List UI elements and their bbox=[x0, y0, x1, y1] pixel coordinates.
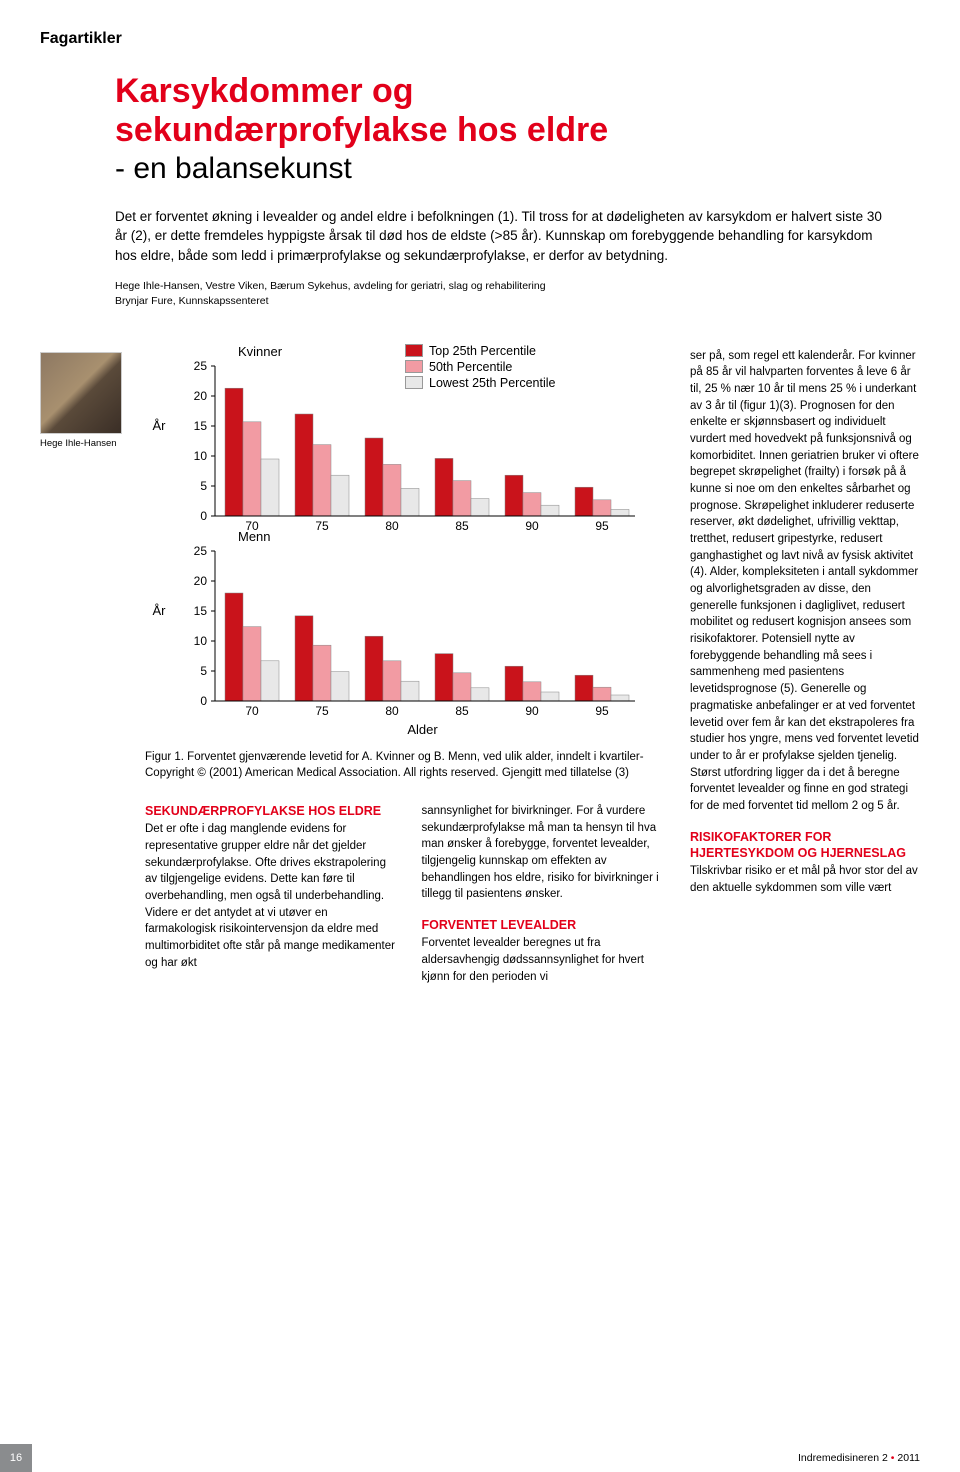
bar-chart: 0 5 10 15 20 25 70 75 80 85 90 95 bbox=[173, 533, 653, 718]
svg-text:95: 95 bbox=[595, 704, 609, 718]
bar bbox=[541, 692, 559, 701]
title-line2: sekundærprofylakse hos eldre bbox=[115, 111, 920, 150]
bar-chart: 0510152025707580859095 bbox=[173, 348, 653, 533]
svg-text:95: 95 bbox=[595, 519, 609, 533]
svg-text:75: 75 bbox=[315, 519, 329, 533]
byline-1: Hege Ihle-Hansen, Vestre Viken, Bærum Sy… bbox=[115, 279, 920, 293]
bar bbox=[593, 500, 611, 516]
svg-text:15: 15 bbox=[194, 604, 208, 618]
svg-text:85: 85 bbox=[455, 519, 469, 533]
panel-title: Menn bbox=[238, 529, 271, 544]
bar bbox=[243, 422, 261, 516]
bar bbox=[523, 682, 541, 701]
publication-year: 2011 bbox=[897, 1452, 920, 1464]
svg-text:75: 75 bbox=[315, 704, 329, 718]
bar bbox=[261, 661, 279, 701]
bar bbox=[611, 695, 629, 701]
issue-dot: • bbox=[891, 1452, 895, 1464]
body-right: ser på, som regel ett kalenderår. For kv… bbox=[690, 348, 920, 815]
bar bbox=[471, 498, 489, 515]
subhead-2: FORVENTET LEVEALDER bbox=[422, 917, 673, 933]
publication-name: Indremedisineren bbox=[798, 1452, 879, 1464]
bar bbox=[331, 475, 349, 516]
svg-text:20: 20 bbox=[194, 574, 208, 588]
author-name: Hege Ihle-Hansen bbox=[40, 438, 145, 449]
svg-text:70: 70 bbox=[245, 704, 259, 718]
bar bbox=[435, 458, 453, 516]
chart-panel: ÅrKvinner0510152025707580859095 bbox=[145, 348, 672, 533]
body-2: Forventet levealder beregnes ut fra alde… bbox=[422, 935, 673, 985]
bar bbox=[471, 688, 489, 701]
column-1: SEKUNDÆRPROFYLAKSE HOS ELDRE Det er ofte… bbox=[145, 803, 396, 985]
bar bbox=[453, 673, 471, 701]
column-2: sannsynlighet for bivirkninger. For å vu… bbox=[422, 803, 673, 985]
bar bbox=[261, 459, 279, 516]
svg-text:5: 5 bbox=[200, 479, 207, 493]
x-axis-label: Alder bbox=[173, 722, 672, 737]
svg-text:80: 80 bbox=[385, 519, 399, 533]
page-number: 16 bbox=[0, 1444, 32, 1472]
subhead-1: SEKUNDÆRPROFYLAKSE HOS ELDRE bbox=[145, 803, 396, 819]
svg-text:25: 25 bbox=[194, 544, 208, 558]
svg-text:0: 0 bbox=[200, 509, 207, 523]
bar bbox=[313, 645, 331, 701]
body-2-top: sannsynlighet for bivirkninger. For å vu… bbox=[422, 803, 673, 903]
column-3: ser på, som regel ett kalenderår. For kv… bbox=[690, 348, 920, 985]
bar bbox=[295, 414, 313, 516]
body-1: Det er ofte i dag manglende evidens for … bbox=[145, 821, 396, 971]
bar bbox=[401, 681, 419, 701]
svg-text:0: 0 bbox=[200, 694, 207, 708]
panel-title: Kvinner bbox=[238, 344, 282, 359]
intro-paragraph: Det er forventet økning i levealder og a… bbox=[115, 207, 895, 266]
bar bbox=[505, 475, 523, 516]
svg-text:10: 10 bbox=[194, 449, 208, 463]
bar bbox=[365, 636, 383, 701]
svg-text:10: 10 bbox=[194, 634, 208, 648]
figure-caption: Figur 1. Forventet gjenværende levetid f… bbox=[145, 749, 665, 781]
svg-text:25: 25 bbox=[194, 359, 208, 373]
bar bbox=[575, 675, 593, 701]
bar bbox=[611, 509, 629, 516]
bar bbox=[383, 661, 401, 701]
svg-text:80: 80 bbox=[385, 704, 399, 718]
y-axis-label: År bbox=[145, 533, 173, 618]
svg-text:15: 15 bbox=[194, 419, 208, 433]
title-line1: Karsykdommer og bbox=[115, 72, 920, 111]
svg-text:5: 5 bbox=[200, 664, 207, 678]
svg-text:20: 20 bbox=[194, 389, 208, 403]
bar bbox=[593, 687, 611, 701]
bar bbox=[401, 488, 419, 516]
body-right-2: Tilskrivbar risiko er et mål på hvor sto… bbox=[690, 863, 920, 896]
bar bbox=[383, 464, 401, 516]
y-axis-label: År bbox=[145, 348, 173, 433]
bar bbox=[505, 666, 523, 701]
bar bbox=[225, 593, 243, 701]
publication-info: Indremedisineren 2 • 2011 bbox=[798, 1452, 920, 1464]
svg-text:85: 85 bbox=[455, 704, 469, 718]
subtitle: - en balansekunst bbox=[115, 152, 920, 187]
bar bbox=[295, 616, 313, 701]
bar bbox=[435, 653, 453, 700]
issue-number: 2 bbox=[882, 1452, 888, 1464]
bar bbox=[313, 444, 331, 515]
svg-text:90: 90 bbox=[525, 519, 539, 533]
byline-2: Brynjar Fure, Kunnskapssenteret bbox=[115, 294, 920, 308]
page-footer: 16 Indremedisineren 2 • 2011 bbox=[0, 1444, 960, 1472]
bar bbox=[243, 626, 261, 700]
svg-text:90: 90 bbox=[525, 704, 539, 718]
title-block: Karsykdommer og sekundærprofylakse hos e… bbox=[115, 72, 920, 187]
bar bbox=[365, 438, 383, 516]
subhead-right: RISIKOFAKTORER FOR HJERTESYKDOM OG HJERN… bbox=[690, 829, 920, 862]
figure-1: Top 25th Percentile 50th Percentile Lowe… bbox=[145, 348, 672, 737]
bar bbox=[541, 505, 559, 516]
byline-block: Hege Ihle-Hansen, Vestre Viken, Bærum Sy… bbox=[115, 279, 920, 307]
author-photo bbox=[40, 352, 122, 434]
bar bbox=[225, 388, 243, 516]
bar bbox=[523, 492, 541, 515]
chart-panel: ÅrMenn0510152025707580859095 bbox=[145, 533, 672, 718]
bar bbox=[453, 480, 471, 515]
bar bbox=[331, 671, 349, 700]
section-label: Fagartikler bbox=[40, 30, 920, 48]
bar bbox=[575, 487, 593, 516]
